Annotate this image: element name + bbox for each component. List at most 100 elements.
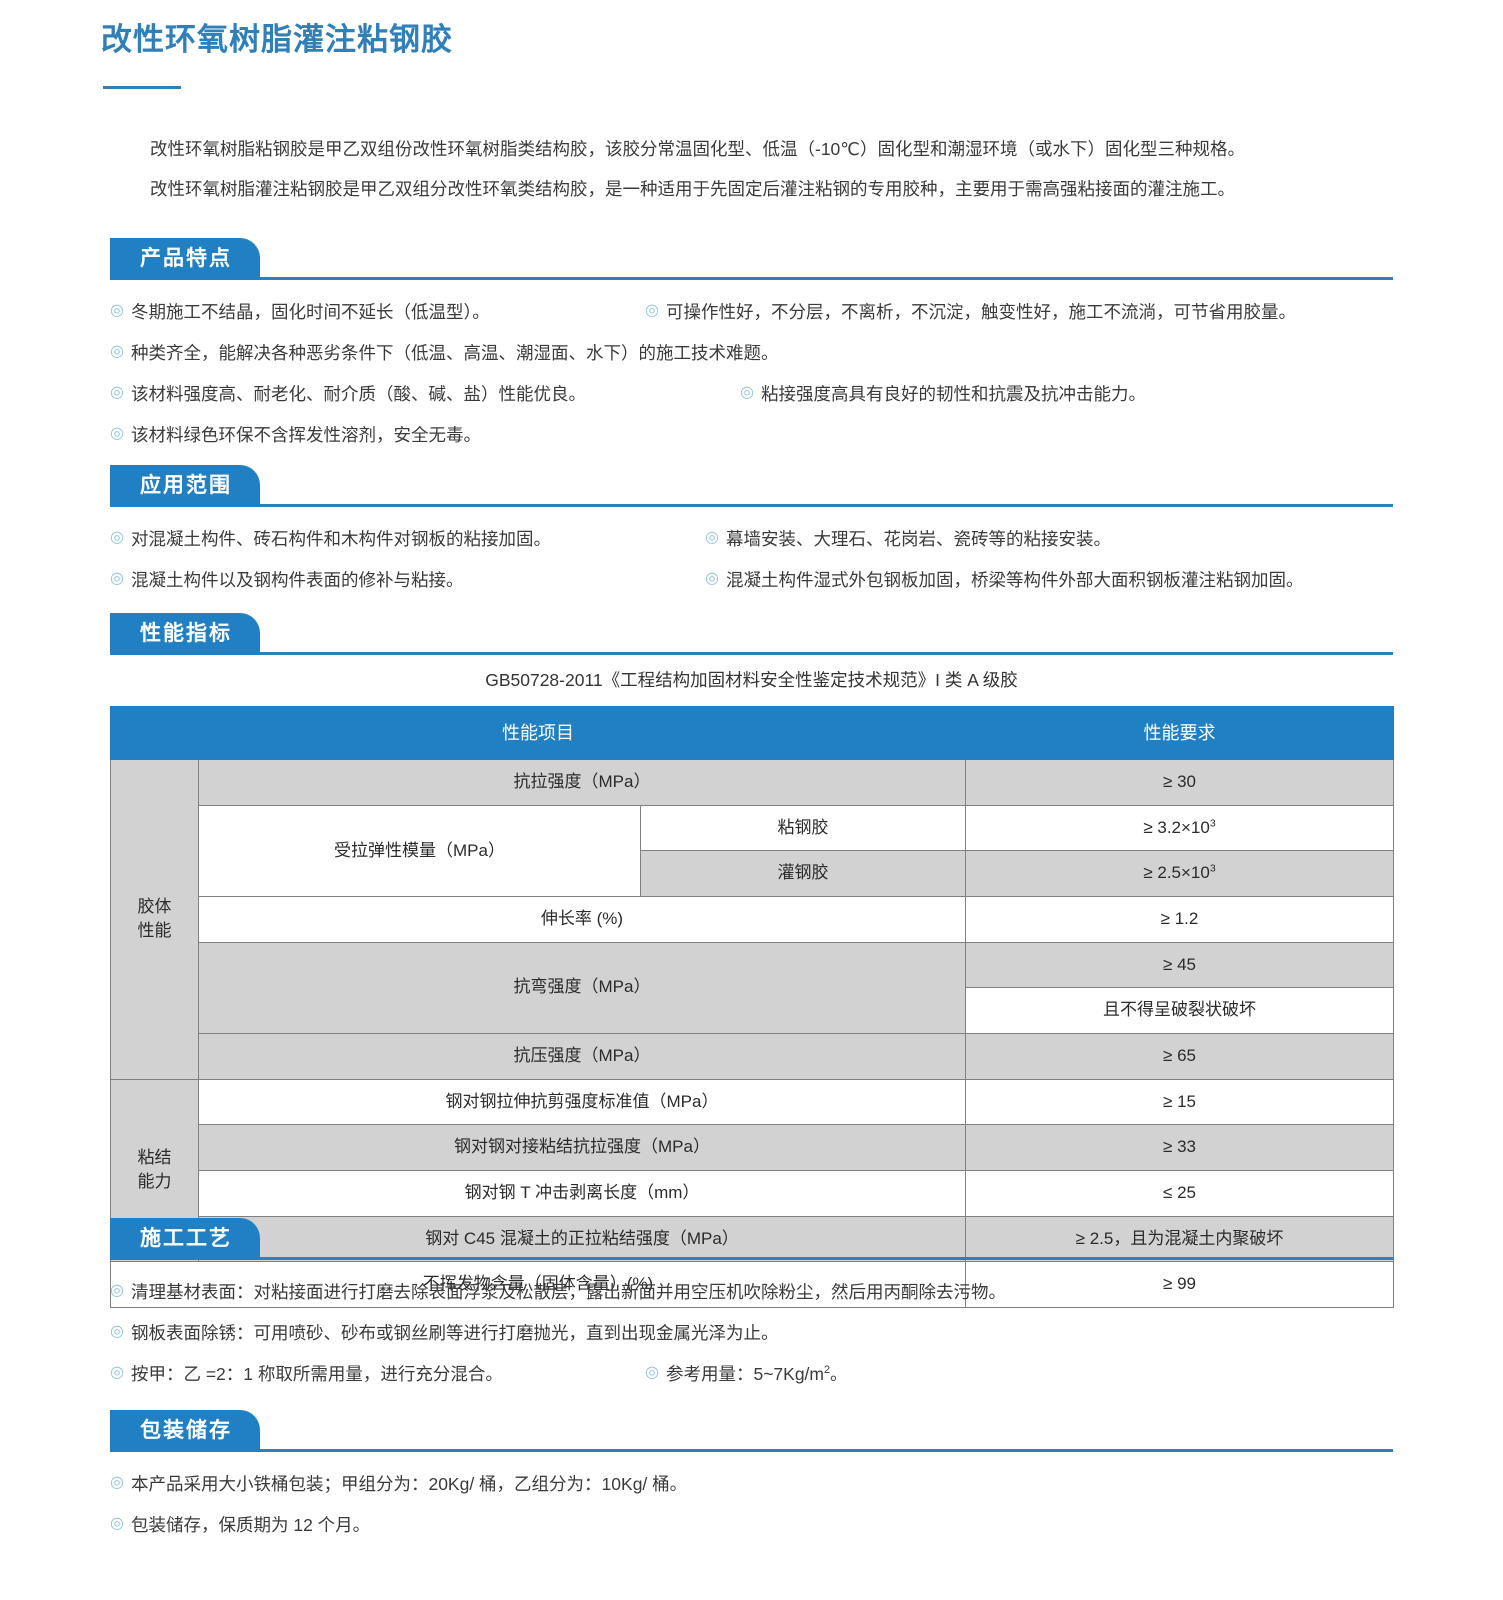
feature-text: 粘接强度高具有良好的韧性和抗震及抗冲击能力。 (760, 384, 1146, 405)
dosage-period: 。 (830, 1364, 848, 1385)
table-row: 且不得呈破裂状破坏 (111, 987, 1395, 1034)
table-row: 钢对钢 T 冲击剥离长度（mm） ≤ 25 (111, 1169, 1395, 1217)
packaging-text: 包装储存，保质期为 12 个月。 (130, 1515, 371, 1536)
process-item: ◎ 钢板表面除锈：可用喷砂、砂布或钢丝刷等进行打磨抛光，直到出现金属光泽为止。 (110, 1313, 1393, 1354)
feature-row: ◎ 冬期施工不结晶，固化时间不延长（低温型）。 ◎ 可操作性好，不分层，不离析，… (110, 292, 1393, 333)
value-mantissa: ≥ 2.5×10 (1143, 863, 1210, 883)
process-row: ◎ 按甲：乙 =2：1 称取所需用量，进行充分混合。 ◎ 参考用量：5~7Kg/… (110, 1354, 1393, 1395)
category-line-2: 性能 (137, 921, 172, 941)
scope-text: 幕墙安装、大理石、花岗岩、瓷砖等的粘接安装。 (725, 529, 1111, 549)
table-row: 钢对钢对接粘结抗拉强度（MPa） ≥ 33 (111, 1124, 1395, 1171)
feature-item: ◎ 该材料强度高、耐老化、耐介质（酸、碱、盐）性能优良。 (110, 374, 740, 415)
section-title-process: 施工工艺 (140, 1226, 232, 1250)
table-row: 不挥发物含量（固体含量）(%) ≥ 99 (109, 1261, 1395, 1308)
table-row: 灌钢胶 ≥ 2.5×103 (111, 850, 1395, 898)
item-cell: 受拉弹性模量（MPa） (198, 804, 641, 898)
section-tab-features: 产品特点 (110, 238, 260, 280)
feature-text: 种类齐全，能解决各种恶劣条件下（低温、高温、潮湿面、水下）的施工技术难题。 (130, 343, 779, 364)
value-cell: ≥ 1.2 (965, 896, 1395, 943)
dosage-exponent: 2 (824, 1364, 831, 1377)
subitem-cell: 粘钢胶 (639, 804, 967, 852)
item-cell: 钢对钢 T 冲击剥离长度（mm） (197, 1169, 967, 1217)
scope-item: ◎ 混凝土构件湿式外包钢板加固，桥梁等构件外部大面积钢板灌注粘钢加固。 (705, 560, 1393, 601)
dosage-text: 参考用量：5~7Kg/m2。 (666, 1361, 1393, 1388)
feature-item: ◎ 可操作性好，不分层，不离析，不沉淀，触变性好，施工不流淌，可节省用胶量。 (645, 292, 1393, 333)
packaging-row: ◎ 包装储存，保质期为 12 个月。 (110, 1505, 1393, 1546)
value-mantissa: ≥ 3.2×10 (1143, 817, 1210, 837)
section-scope: 应用范围 ◎ 对混凝土构件、砖石构件和木构件对钢板的粘接加固。 ◎ 幕墙安装、大… (110, 465, 1393, 601)
bullet-icon: ◎ (645, 302, 659, 319)
section-rule (110, 1449, 1393, 1452)
dosage-value: 参考用量：5~7Kg/m (665, 1364, 824, 1385)
section-tab-packaging: 包装储存 (110, 1410, 260, 1452)
bullet-icon: ◎ (645, 1364, 659, 1382)
bullet-icon: ◎ (110, 343, 124, 361)
bullet-icon: ◎ (110, 384, 124, 402)
table-header-row: 性能项目 性能要求 (109, 705, 1395, 761)
standard-caption: GB50728-2011《工程结构加固材料安全性鉴定技术规范》I 类 A 级胶 (485, 670, 1018, 690)
bullet-icon: ◎ (110, 1515, 124, 1533)
section-rule (110, 652, 1393, 655)
bullet-icon: ◎ (110, 1474, 124, 1491)
section-header-scope: 应用范围 (110, 465, 1393, 507)
section-header-packaging: 包装储存 (110, 1410, 1393, 1452)
section-tab-process: 施工工艺 (110, 1218, 260, 1260)
intro-paragraph-1: 改性环氧树脂粘钢胶是甲乙双组份改性环氧树脂类结构胶，该胶分常温固化型、低温（-1… (150, 139, 1245, 159)
item-cell: 钢对钢拉伸抗剪强度标准值（MPa） (197, 1078, 967, 1126)
table-row: 钢对 C45 混凝土的正拉粘结强度（MPa） ≥ 2.5，且为混凝土内聚破坏 (111, 1215, 1395, 1263)
feature-row: ◎ 种类齐全，能解决各种恶劣条件下（低温、高温、潮湿面、水下）的施工技术难题。 (110, 333, 1393, 374)
item-cell: 不挥发物含量（固体含量）(%) (109, 1261, 967, 1308)
bullet-icon: ◎ (705, 529, 719, 546)
section-performance: 性能指标 GB50728-2011《工程结构加固材料安全性鉴定技术规范》I 类 … (109, 613, 1395, 1308)
category-line-2: 能力 (137, 1172, 172, 1192)
bullet-icon: ◎ (740, 384, 754, 402)
section-rule (110, 1257, 1393, 1260)
features-list: ◎ 冬期施工不结晶，固化时间不延长（低温型）。 ◎ 可操作性好，不分层，不离析，… (110, 280, 1393, 457)
scope-item: ◎ 对混凝土构件、砖石构件和木构件对钢板的粘接加固。 (110, 519, 705, 560)
section-rule (110, 277, 1393, 280)
feature-text: 该材料强度高、耐老化、耐介质（酸、碱、盐）性能优良。 (130, 384, 586, 405)
item-cell: 抗压强度（MPa） (197, 1032, 967, 1080)
intro-paragraphs: 改性环氧树脂粘钢胶是甲乙双组份改性环氧树脂类结构胶，该胶分常温固化型、低温（-1… (150, 136, 1395, 217)
process-row: ◎ 清理基材表面：对粘接面进行打磨去除表面浮浆及松散层，露出新面并用空压机吹除粉… (110, 1272, 1393, 1313)
feature-item: ◎ 该材料绿色环保不含挥发性溶剂，安全无毒。 (110, 415, 1393, 456)
table-row: 胶体 性能 抗拉强度（MPa） ≥ 30 (110, 759, 1395, 1080)
bullet-icon: ◎ (705, 570, 719, 588)
feature-text: 该材料绿色环保不含挥发性溶剂，安全无毒。 (130, 425, 481, 446)
feature-text: 冬期施工不结晶，固化时间不延长（低温型）。 (130, 302, 490, 322)
feature-row: ◎ 该材料绿色环保不含挥发性溶剂，安全无毒。 (110, 415, 1393, 456)
category-line-1: 粘结 (137, 1147, 172, 1167)
section-title-packaging: 包装储存 (140, 1418, 232, 1442)
section-title-features: 产品特点 (140, 246, 232, 270)
value-cell: ≥ 2.5×103 (965, 850, 1395, 898)
value-cell: ≤ 25 (965, 1169, 1395, 1217)
column-header-item: 性能项目 (109, 705, 967, 761)
value-exponent: 3 (1209, 817, 1216, 830)
process-item-dosage: ◎ 参考用量：5~7Kg/m2。 (645, 1354, 1393, 1395)
feature-item: ◎ 种类齐全，能解决各种恶劣条件下（低温、高温、潮湿面、水下）的施工技术难题。 (110, 333, 1393, 374)
bullet-icon: ◎ (110, 529, 124, 546)
bullet-icon: ◎ (110, 1282, 124, 1299)
item-cell: 伸长率 (%) (197, 896, 967, 943)
feature-text: 可操作性好，不分层，不离析，不沉淀，触变性好，施工不流淌，可节省用胶量。 (665, 302, 1296, 322)
bullet-icon: ◎ (110, 1364, 124, 1382)
performance-table: 性能项目 性能要求 胶体 性能 抗拉强度（MPa） ≥ 30 受拉弹性模量（MP… (109, 705, 1395, 1308)
bullet-icon: ◎ (110, 1323, 124, 1341)
table-row: 伸长率 (%) ≥ 1.2 (111, 896, 1395, 943)
section-header-performance: 性能指标 (110, 613, 1393, 655)
value-cell: ≥ 99 (965, 1261, 1395, 1308)
item-cell: 抗弯强度（MPa） (197, 941, 967, 1034)
section-header-features: 产品特点 (110, 238, 1393, 280)
bullet-icon: ◎ (110, 570, 124, 588)
value-cell: 且不得呈破裂状破坏 (965, 987, 1395, 1034)
process-item: ◎ 按甲：乙 =2：1 称取所需用量，进行充分混合。 (110, 1354, 645, 1395)
item-cell: 钢对 C45 混凝土的正拉粘结强度（MPa） (197, 1215, 967, 1263)
feature-item: ◎ 冬期施工不结晶，固化时间不延长（低温型）。 (110, 292, 645, 333)
packaging-item: ◎ 本产品采用大小铁桶包装；甲组分为：20Kg/ 桶，乙组分为：10Kg/ 桶。 (110, 1464, 1393, 1505)
packaging-text: 本产品采用大小铁桶包装；甲组分为：20Kg/ 桶，乙组分为：10Kg/ 桶。 (130, 1474, 688, 1494)
scope-item: ◎ 混凝土构件以及钢构件表面的修补与粘接。 (110, 560, 705, 601)
item-cell: 钢对钢对接粘结抗拉强度（MPa） (197, 1124, 967, 1171)
process-text: 按甲：乙 =2：1 称取所需用量，进行充分混合。 (130, 1364, 503, 1385)
title-underline (103, 86, 181, 89)
bullet-icon: ◎ (110, 302, 124, 319)
